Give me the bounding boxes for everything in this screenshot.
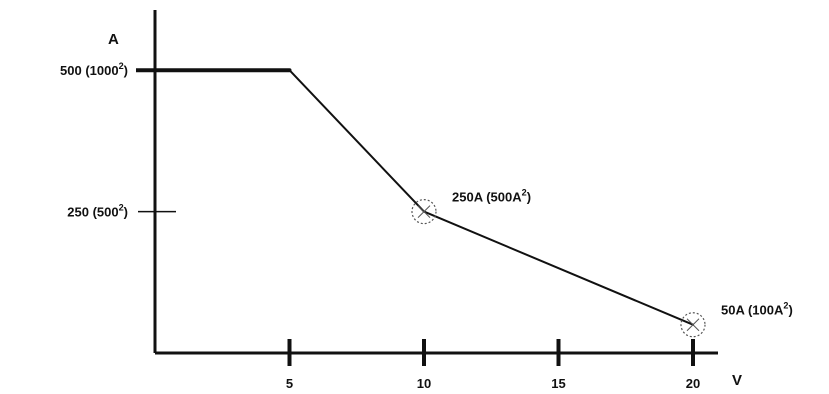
x-tick-label-10: 10 [417,376,431,391]
y-tick-label-250: 250 (5002) [67,203,128,220]
x-axis-label: V [732,372,742,389]
point-marker-1 [411,199,437,225]
chart-labels: A V [108,31,742,389]
point-marker-2 [680,312,706,338]
curve-segment-2 [288,69,425,213]
y-axis-label: A [108,31,119,48]
point-marker-cross-b-1 [417,205,431,218]
point-annotation-2: 50A (100A2) [721,301,793,318]
point-marker-cross-b-2 [686,318,700,332]
chart-ticks: 5 10 15 20 500 (10002) 250 (5002) [60,61,700,391]
x-tick-label-5: 5 [286,376,293,391]
x-tick-label-20: 20 [686,376,700,391]
curve-segment-3 [423,210,694,326]
chart-markers: 250A (500A2) 50A (100A2) [411,188,793,338]
point-annotation-1: 250A (500A2) [452,188,531,205]
x-tick-label-15: 15 [551,376,565,391]
chart-curve [153,68,694,326]
chart-axes [153,10,718,355]
y-tick-label-500: 500 (10002) [60,61,128,78]
